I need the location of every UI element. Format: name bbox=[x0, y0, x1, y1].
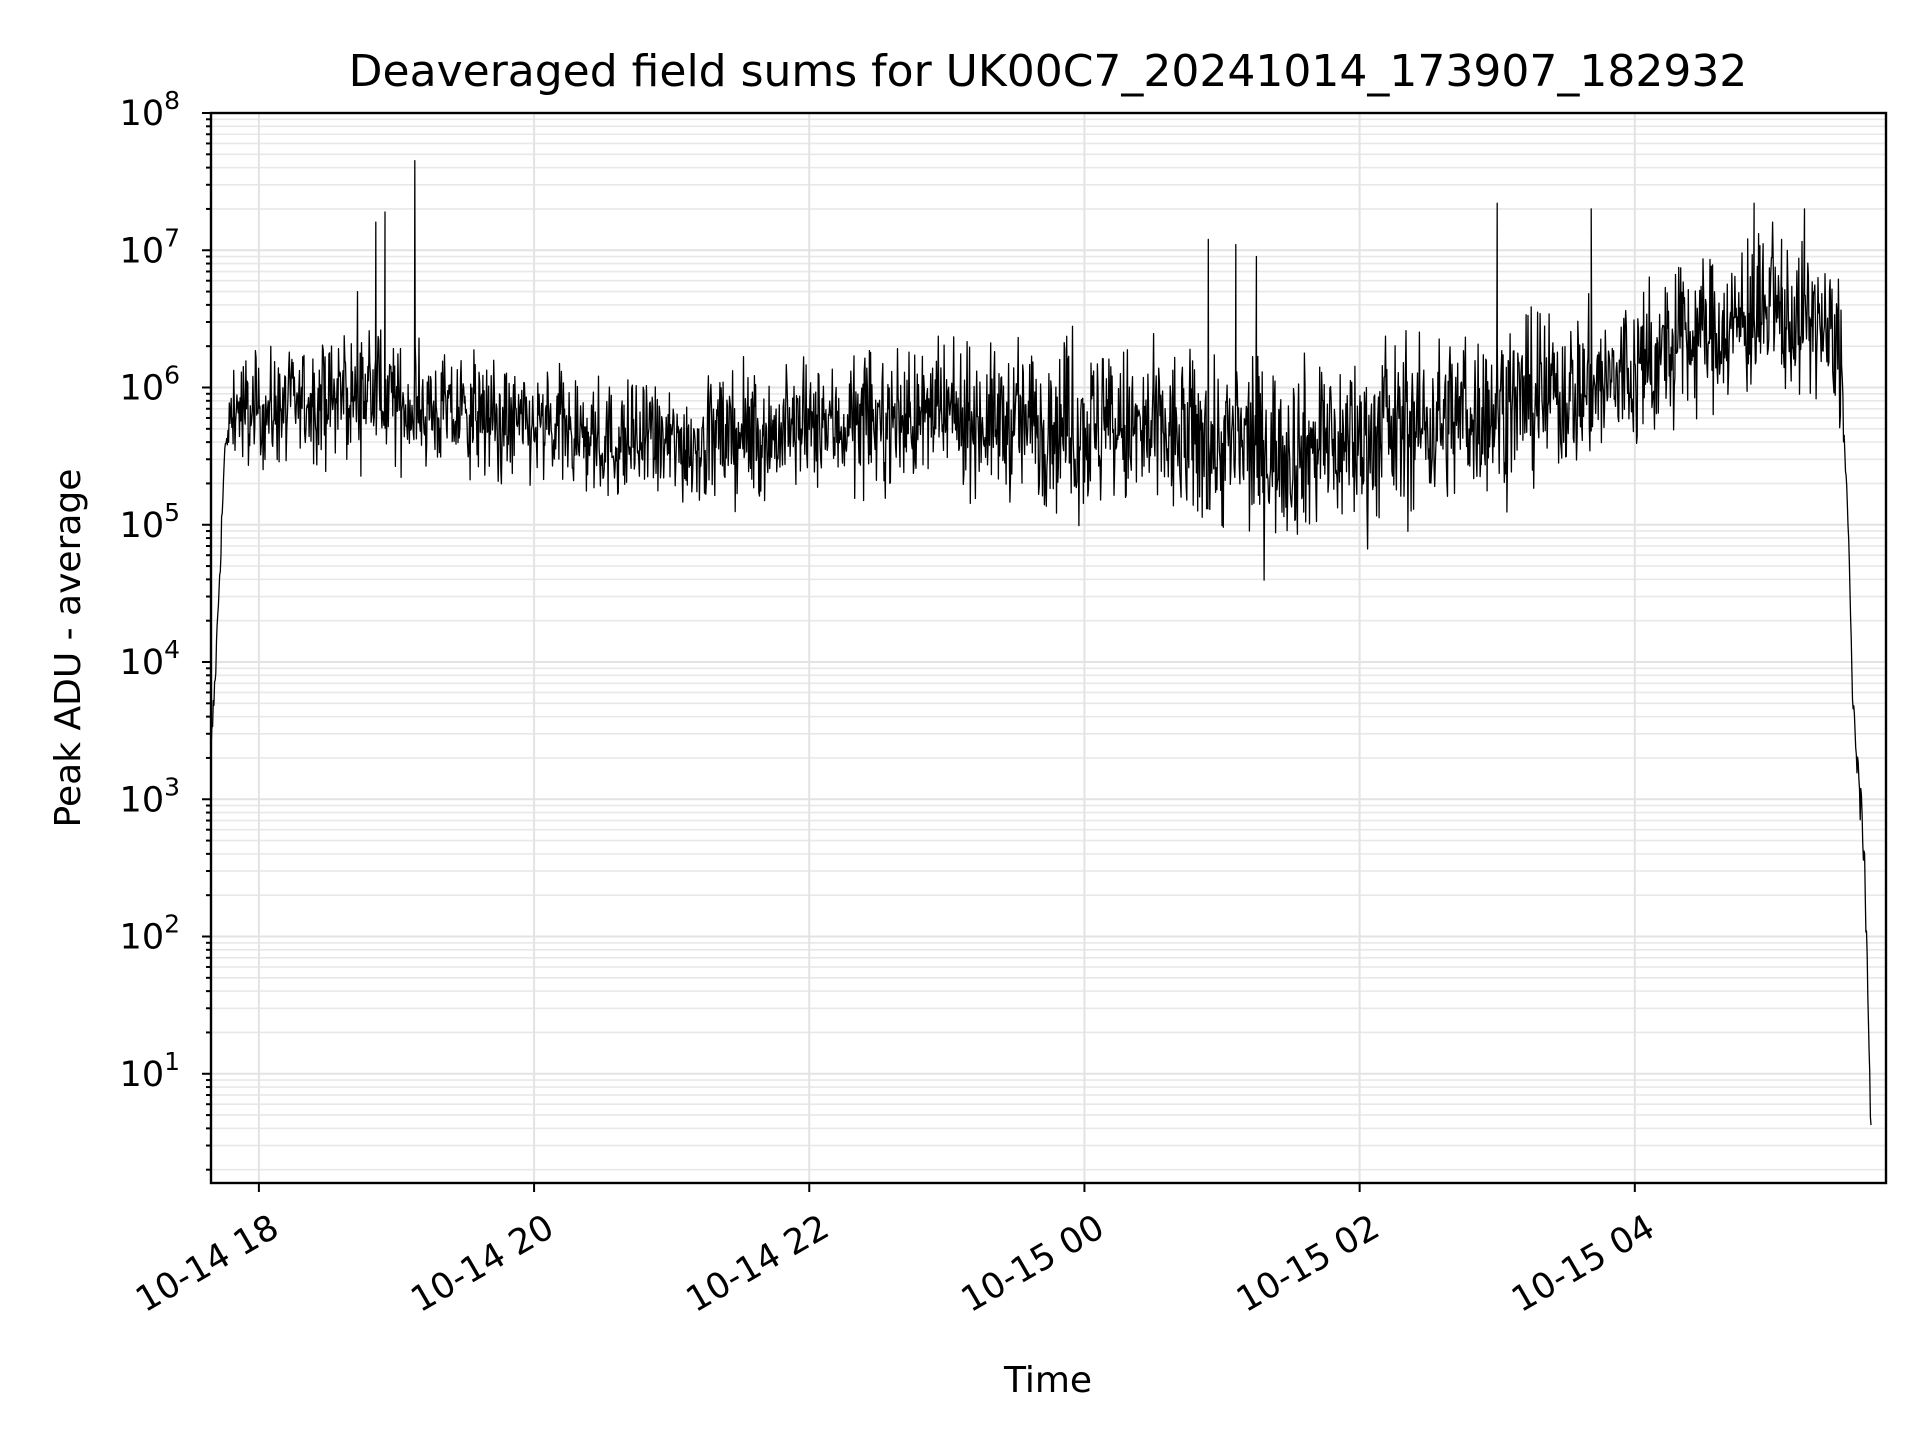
y-tick-label: 103 bbox=[120, 772, 180, 820]
y-tick-label: 102 bbox=[120, 910, 180, 958]
data-series bbox=[210, 159, 1872, 1126]
plot-frame bbox=[209, 111, 1888, 1185]
y-tick-label: 104 bbox=[120, 635, 180, 683]
y-tick-label: 105 bbox=[120, 498, 180, 546]
chart-title: Deaveraged field sums for UK00C7_2024101… bbox=[349, 46, 1748, 97]
y-axis-ticks: 101 102 103 104 105 106 107 108 bbox=[120, 86, 211, 1095]
y-tick-label: 107 bbox=[120, 223, 180, 271]
y-tick-label: 108 bbox=[120, 86, 180, 134]
y-axis-label: Peak ADU - average bbox=[48, 469, 89, 828]
minor-gridlines bbox=[206, 118, 1886, 1171]
series-line bbox=[210, 159, 1872, 1126]
y-tick-label: 106 bbox=[120, 361, 180, 409]
y-tick-label: 101 bbox=[120, 1047, 180, 1095]
x-axis-label: Time bbox=[1003, 1360, 1092, 1401]
